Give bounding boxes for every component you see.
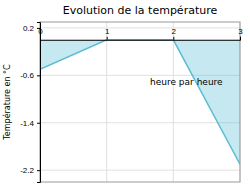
x-axis: 0 1 2 3 xyxy=(38,27,243,41)
plot: 0.2 -0.6 -1.4 -2.2 0 1 2 3 xyxy=(20,22,243,183)
marks xyxy=(40,40,240,164)
tick-mark xyxy=(173,37,174,40)
grid xyxy=(40,22,240,182)
tick-mark xyxy=(240,37,241,40)
x-tick: 2 xyxy=(172,27,177,40)
grid-line xyxy=(40,122,240,123)
x-tick: 0 xyxy=(38,27,43,40)
plot-frame xyxy=(40,22,240,182)
line xyxy=(40,40,240,164)
y-tick: -1.4 xyxy=(20,119,40,128)
title: Evolution de la température xyxy=(63,4,218,17)
grid-line xyxy=(173,22,174,182)
tick-label: -2.2 xyxy=(20,166,34,175)
x-tick: 1 xyxy=(105,27,110,40)
tick-label: 3 xyxy=(238,27,243,36)
y-axis: 0.2 -0.6 -1.4 -2.2 xyxy=(20,23,40,183)
grid-line xyxy=(40,170,240,171)
axis-line xyxy=(41,37,241,41)
y-tick: -2.2 xyxy=(20,166,40,175)
tick-mark xyxy=(37,75,40,76)
tick-mark xyxy=(37,123,40,124)
y-tick: -0.6 xyxy=(20,71,40,80)
tick-mark xyxy=(107,37,108,40)
chart: 0.2 -0.6 -1.4 -2.2 0 1 2 3 Evolution de la tempé… xyxy=(0,0,250,188)
grid-line xyxy=(106,22,107,182)
area xyxy=(40,40,240,164)
annotation: heure par heure xyxy=(150,77,223,87)
tick-label: -0.6 xyxy=(20,71,34,80)
tick-label: 1 xyxy=(105,27,110,36)
tick-mark xyxy=(40,37,41,40)
axis-line xyxy=(37,23,41,183)
tick-label: 0.2 xyxy=(23,24,35,33)
tick-label: 2 xyxy=(172,27,177,36)
grid-line xyxy=(40,27,240,28)
tick-label: -1.4 xyxy=(20,119,34,128)
y-label: Température en °C xyxy=(2,64,12,141)
tick-label: 0 xyxy=(38,27,43,36)
x-tick: 3 xyxy=(238,27,243,40)
tick-mark xyxy=(37,170,40,171)
